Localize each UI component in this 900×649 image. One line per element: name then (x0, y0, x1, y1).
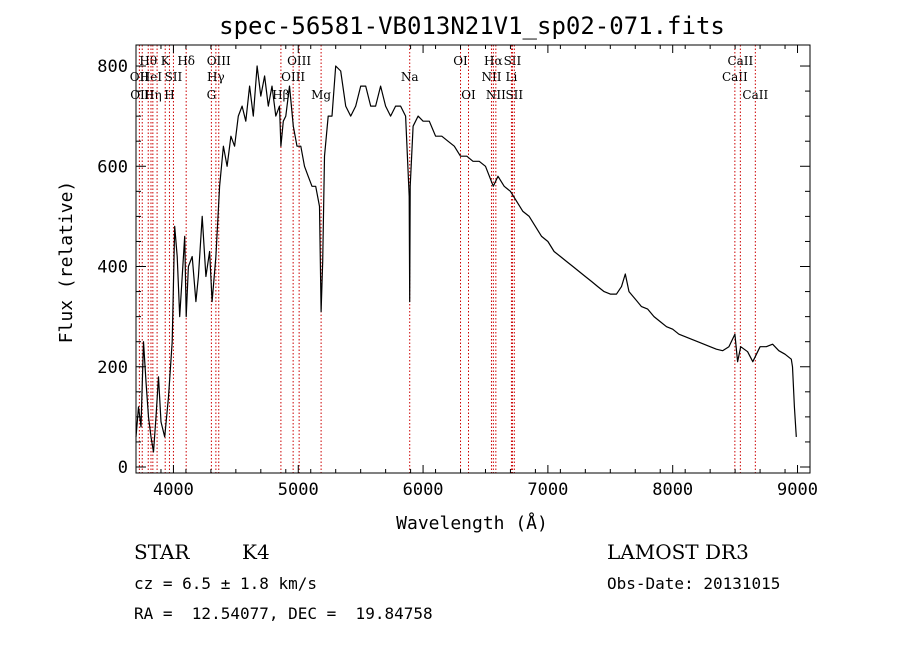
spectrum-series (135, 65, 797, 453)
emission-line-markers: OIIOIIIHθHeIHηKHSIIHδGHγOIIIHβOIIIOIIIMg… (130, 45, 768, 473)
line-label-8: SII (165, 70, 183, 84)
line-label-14: OIII (281, 70, 305, 84)
axis-ticks: 4000 5000 6000 7000 8000 9000 0 200 400 600 800 (97, 45, 818, 500)
ra-dec-coordinates: RA = 12.54077, DEC = 19.84758 (134, 604, 433, 623)
x-tick-label-2: 6000 (403, 480, 444, 500)
survey-name: LAMOST DR3 (607, 540, 749, 564)
line-label-4: Hη (144, 88, 162, 102)
line-label-23: Li (506, 70, 518, 84)
line-label-21: Hα (484, 54, 503, 68)
line-label-0: OII (130, 70, 150, 84)
chart-title: spec-56581-VB013N21V1_sp02-071.fits (219, 12, 725, 40)
line-label-15: OIII (287, 54, 311, 68)
y-tick-label-1: 200 (97, 358, 128, 378)
y-tick-label-0: 0 (118, 458, 128, 478)
spectral-subclass: K4 (242, 540, 270, 564)
line-label-24: SII (504, 54, 522, 68)
x-tick-label-4: 8000 (652, 480, 693, 500)
line-label-27: CaII (727, 54, 753, 68)
line-label-2: Hθ (139, 54, 157, 68)
y-axis-label: Flux (relative) (56, 181, 77, 344)
line-label-28: CaII (742, 88, 768, 102)
line-label-22: NII (486, 88, 506, 102)
line-label-9: Hδ (177, 54, 195, 68)
line-label-13: Hβ (272, 88, 289, 102)
object-type: STAR (134, 540, 190, 564)
line-label-19: OI (461, 88, 476, 102)
line-label-17: Na (401, 70, 419, 84)
x-tick-label-3: 7000 (527, 480, 568, 500)
line-label-11: Hγ (207, 70, 225, 84)
redshift-cz: cz = 6.5 ± 1.8 km/s (134, 574, 318, 593)
spectrum-line-0 (135, 65, 797, 453)
line-label-18: OI (453, 54, 468, 68)
line-label-25: SII (505, 88, 523, 102)
y-tick-label-3: 600 (97, 157, 128, 177)
line-label-20: NII (481, 70, 501, 84)
x-axis-label: Wavelength (Å) (396, 512, 548, 534)
line-label-16: Mg (311, 88, 331, 102)
line-label-10: G (207, 88, 217, 102)
line-label-12: OIII (207, 54, 231, 68)
plot-frame (135, 44, 811, 474)
x-tick-label-1: 5000 (278, 480, 319, 500)
line-label-7: H (164, 88, 174, 102)
line-label-3: HeI (140, 70, 163, 84)
x-tick-label-0: 4000 (153, 480, 194, 500)
y-tick-label-4: 800 (97, 57, 128, 77)
observation-date: Obs-Date: 20131015 (607, 574, 781, 593)
line-label-6: K (161, 54, 171, 68)
y-tick-label-2: 400 (97, 258, 128, 278)
line-label-26: CaII (722, 70, 748, 84)
x-tick-label-5: 9000 (777, 480, 818, 500)
